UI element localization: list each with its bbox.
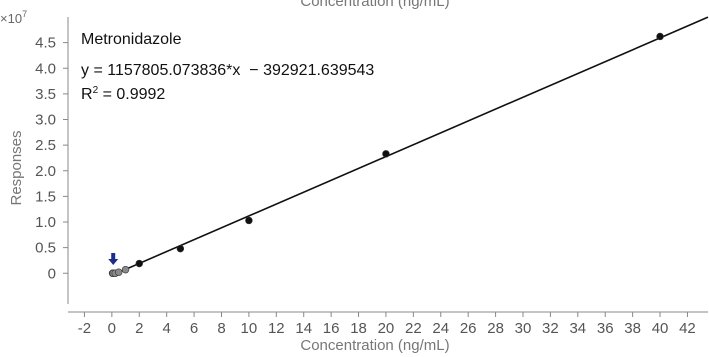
x-tick-label: 38 [624,320,641,337]
plot-area [108,16,709,277]
x-tick-label: 2 [135,320,143,337]
r-squared: R2 = 0.9992 [81,85,165,103]
y-tick-label: 2.5 [35,137,56,154]
x-tick-label: 24 [432,320,449,337]
y-tick-label: 2.0 [35,163,56,180]
x-tick-label: 30 [515,320,532,337]
axes [67,17,708,313]
x-tick-label: 12 [268,320,285,337]
data-point [121,265,130,274]
y-tick-label: 1.0 [35,214,56,231]
y-tick-label: 3.5 [35,86,56,103]
x-tick-label: 10 [241,320,258,337]
y-axis-title: Responses [8,130,25,205]
x-tick-label: 34 [569,320,586,337]
x-tick-label: 36 [597,320,614,337]
x-tick-label: 26 [460,320,477,337]
data-point [656,32,664,41]
y-tick-label: 3.0 [35,112,56,129]
arrow-down-icon [108,252,119,265]
fit-equation: y = 1157805.073836*x − 392921.639543 [81,62,374,79]
x-tick-label: -2 [78,320,91,337]
y-tick-label: 0 [48,265,56,282]
data-point [115,268,123,276]
x-tick-label: 8 [217,320,225,337]
y-tick-label: 1.5 [35,188,56,205]
y-tick-label: 4.0 [35,60,56,77]
data-point [176,244,185,253]
y-tick-label: 0.5 [35,240,56,257]
y-axis-multiplier: ×107 [0,9,27,26]
clipped-top-title: Concentration (ng/mL) [300,0,449,10]
x-tick-label: 6 [190,320,198,337]
x-tick-label: 14 [295,320,312,337]
x-tick-label: 42 [679,320,696,337]
data-point [245,216,253,225]
y-axis-ticks: 0 0.5 1.0 1.5 2.0 2.5 3.0 3.5 4.0 4.5 [35,35,68,282]
x-tick-label: 16 [323,320,340,337]
x-axis-title: Concentration (ng/mL) [300,337,449,354]
data-point [382,150,390,158]
x-tick-label: 4 [163,320,171,337]
fit-annotation: Metronidazole y = 1157805.073836*x − 392… [81,31,374,103]
x-axis-ticks: -2 0 2 4 6 8 10 12 14 16 18 20 22 24 26 28 30 32 34 36 38 40 4… [78,312,696,337]
x-tick-label: 40 [652,320,669,337]
x-tick-label: 20 [378,320,395,337]
x-tick-label: 18 [350,320,367,337]
x-tick-label: 28 [487,320,504,337]
x-tick-label: 22 [405,320,422,337]
x-tick-label: 32 [542,320,559,337]
fit-line [111,16,709,276]
compound-name: Metronidazole [81,31,182,48]
x-tick-label: 0 [108,320,116,337]
y-tick-label: 4.5 [35,35,56,52]
data-point [135,259,143,268]
